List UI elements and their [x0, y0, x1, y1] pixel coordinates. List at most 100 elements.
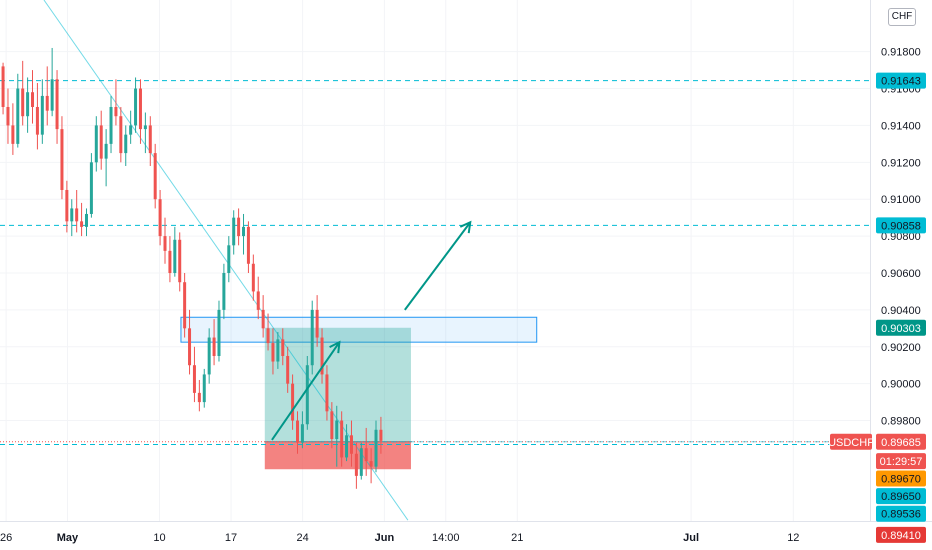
candle: [315, 295, 319, 347]
candle: [330, 402, 334, 449]
candle: [119, 106, 123, 163]
price-tag-label: 0.89670: [881, 473, 921, 485]
candle: [40, 79, 44, 144]
candle: [114, 79, 118, 126]
candle: [222, 263, 226, 320]
candle-body: [45, 95, 49, 111]
zone-rectangle: [180, 316, 538, 343]
candle: [35, 83, 39, 150]
price-tick-label: 0.89800: [881, 416, 921, 428]
arrow: [404, 220, 472, 311]
candle-body: [173, 239, 177, 273]
candle-body: [192, 365, 196, 393]
price-tag: 0.89536: [876, 505, 926, 522]
candle-body: [232, 217, 236, 246]
candle: [354, 442, 358, 489]
arrow: [271, 340, 341, 441]
candle-body: [340, 420, 344, 458]
candle-body: [60, 129, 64, 190]
candle: [124, 125, 128, 167]
candle: [237, 208, 241, 246]
candle-body: [65, 189, 69, 222]
candle: [345, 424, 349, 462]
symbol-tag-label: USDCHF: [828, 437, 874, 449]
candle-body: [291, 383, 295, 421]
candle-body: [178, 239, 182, 283]
price-tick-label: 0.90200: [881, 342, 921, 354]
candle: [242, 213, 246, 255]
candle-body: [89, 162, 93, 214]
candle-body: [138, 88, 142, 130]
candle-body: [55, 79, 59, 130]
candle: [109, 95, 113, 154]
projection-arrows[interactable]: [271, 220, 472, 441]
candle: [50, 47, 54, 117]
price-tag-label: 0.91643: [881, 76, 921, 88]
candle: [197, 379, 201, 412]
candle-body: [266, 328, 270, 344]
price-axis[interactable]: 0.918000.916000.914000.912000.910000.908…: [881, 47, 921, 428]
candle-body: [119, 116, 123, 154]
candle-body: [330, 411, 334, 439]
arrow-shaft: [271, 341, 341, 441]
candle-body: [80, 221, 84, 227]
price-tag: 0.89410: [876, 526, 926, 543]
candle-body: [129, 125, 133, 135]
resistance-zone[interactable]: [180, 316, 538, 343]
candle: [45, 66, 49, 126]
price-tag: 0.89650: [876, 488, 926, 505]
candle-body: [325, 374, 329, 412]
candle-body: [50, 79, 54, 111]
candle: [84, 208, 88, 237]
candle-body: [104, 143, 108, 159]
candle-body: [286, 355, 290, 384]
time-tick-label: 17: [225, 532, 237, 544]
candle: [251, 254, 255, 301]
candle: [138, 79, 142, 144]
candle-body: [212, 337, 216, 356]
candle: [163, 217, 167, 264]
candle-body: [148, 125, 152, 154]
candle-body: [109, 106, 113, 144]
candle: [70, 199, 74, 237]
price-tag-label: 0.89685: [881, 437, 921, 449]
time-axis[interactable]: 26 May 10 17 24 Jun 14:00 21 Jul 12: [0, 532, 799, 544]
candle-body: [349, 435, 353, 454]
time-tick-label: Jun: [375, 532, 395, 544]
candle: [11, 103, 15, 155]
candle-body: [374, 429, 378, 467]
price-tag: 0.89670: [876, 470, 926, 487]
time-tick-label: 10: [153, 532, 165, 544]
price-tick-label: 0.90400: [881, 305, 921, 317]
candle: [148, 116, 152, 167]
candle: [21, 60, 25, 126]
time-tick-label: 24: [296, 532, 308, 544]
candle: [99, 110, 103, 170]
price-tags: 0.91643 0.90858 0.90303 0.89685 01:29:57 0.89…: [828, 72, 926, 543]
candle-body: [202, 374, 206, 403]
arrow-head: [329, 340, 341, 354]
candle-body: [124, 134, 128, 154]
candle-body: [251, 263, 255, 292]
currency-button[interactable]: CHF: [888, 8, 916, 26]
candle-body: [300, 424, 304, 443]
horizontal-lines[interactable]: [0, 80, 870, 446]
trendline[interactable]: [43, 0, 409, 521]
candle-body: [31, 92, 35, 107]
price-tick-label: 0.90800: [881, 231, 921, 243]
time-tick-label: 21: [511, 532, 523, 544]
candle: [202, 368, 206, 408]
candle-body: [242, 226, 246, 237]
time-tick-label: May: [57, 532, 79, 544]
price-tag-label: 0.89650: [881, 491, 921, 503]
candle: [256, 276, 260, 320]
arrow-head: [459, 220, 472, 234]
candle: [134, 77, 138, 133]
price-tick-label: 0.91400: [881, 120, 921, 132]
candle: [65, 180, 69, 233]
candle-body: [26, 92, 30, 117]
candle-body: [40, 95, 44, 135]
candle-body: [6, 106, 10, 126]
candle: [340, 411, 344, 467]
